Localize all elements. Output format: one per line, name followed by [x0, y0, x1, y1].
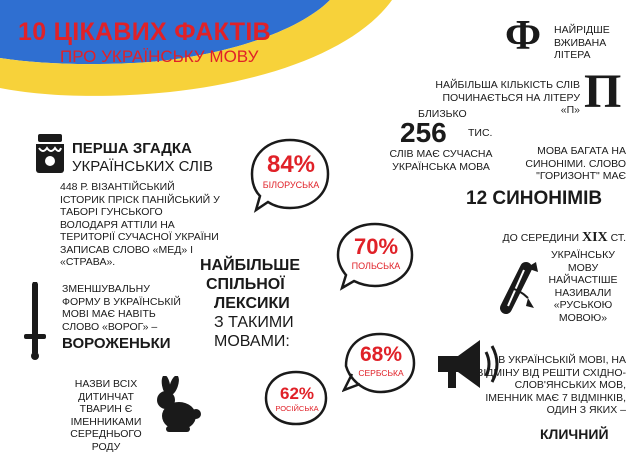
lexicon-line5: МОВАМИ:	[214, 333, 290, 350]
words-unit: ТИС.	[468, 127, 493, 139]
lexicon-line3: ЛЕКСИКИ	[214, 295, 290, 312]
bubble-belarusian-value: 84%	[266, 151, 316, 178]
bubble-serbian-label: СЕРБСЬКА	[358, 368, 404, 378]
page-title: 10 ЦІКАВИХ ФАКТІВ	[18, 18, 271, 46]
animals-text: НАЗВИ ВСІХ ДИТИНЧАТ ТВАРИН Є ІМЕННИКАМИ …	[70, 378, 142, 453]
bubble-serbian-value: 68%	[359, 343, 403, 366]
cases-highlight: КЛИЧНИЙ	[540, 426, 609, 442]
bubble-serbian: 68% СЕРБСЬКА	[342, 332, 416, 394]
cases-text: В УКРАЇНСЬКІЙ МОВІ, НА ВІДМІНУ ВІД РЕШТИ…	[476, 354, 626, 416]
flag-wave-icon	[0, 0, 392, 96]
lexicon-block: НАЙБІЛЬШЕ СПІЛЬНОЇ ЛЕКСИКИ З ТАКИМИ МОВА…	[200, 256, 320, 351]
synonyms-highlight: 12 СИНОНІМІВ	[466, 188, 603, 209]
bubble-russian-label: РОСІЙСЬКА	[275, 404, 319, 413]
bubble-russian: 62% РОСІЙСЬКА	[264, 370, 328, 426]
synonyms-text: МОВА БАГАТА НА СИНОНІМИ. СЛОВО "ГОРИЗОНТ…	[525, 145, 626, 182]
diminutive-text: ЗМЕНШУВАЛЬНУ ФОРМУ В УКРАЇНСЬКІЙ МОВІ МА…	[62, 283, 181, 333]
first-mention-title2: УКРАЇНСЬКИХ СЛІВ	[72, 158, 213, 175]
sword-icon	[24, 282, 46, 360]
bubble-belarusian-label: БІЛОРУСЬКА	[262, 180, 320, 190]
name-line1: ДО СЕРЕДИНИ XIX СТ.	[486, 230, 627, 245]
words-number: 256	[400, 117, 447, 148]
bubble-belarusian: 84% БІЛОРУСЬКА	[250, 138, 330, 213]
first-mention-title1: ПЕРША ЗГАДКА	[72, 140, 192, 157]
name-text: УКРАЇНСЬКУ МОВУ НАЙЧАСТІШЕ НАЗИВАЛИ «РУС…	[548, 249, 618, 324]
letter-f-glyph: Ф	[505, 13, 542, 59]
honey-jar-icon	[36, 134, 64, 173]
letter-p-glyph: П	[584, 65, 622, 118]
words-text: СЛІВ МАЄ СУЧАСНА УКРАЇНСЬКА МОВА	[389, 148, 493, 173]
bubble-polish-value: 70%	[353, 234, 399, 259]
name-line1-prefix: ДО СЕРЕДИНИ	[502, 232, 580, 244]
name-line1-suffix: СТ.	[610, 232, 626, 244]
rabbit-icon	[157, 376, 201, 432]
bubble-russian-value: 62%	[279, 384, 315, 403]
bubble-polish: 70% ПОЛЬСЬКА	[336, 222, 414, 291]
megaphone-icon	[438, 340, 499, 388]
bubble-polish-label: ПОЛЬСЬКА	[351, 261, 401, 271]
diminutive-highlight: ВОРОЖЕНЬКИ	[62, 335, 171, 352]
fact-letter-p: НАЙБІЛЬША КІЛЬКІСТЬ СЛІВ ПОЧИНАЄТЬСЯ НА …	[435, 79, 580, 116]
fact-rare-letter: НАЙРІДШЕ ВЖИВАНА ЛІТЕРА	[554, 24, 610, 61]
lexicon-line2: СПІЛЬНОЇ	[206, 276, 285, 293]
page-subtitle: ПРО УКРАЇНСЬКУ МОВУ	[60, 47, 259, 66]
first-mention-text: 448 Р. ВІЗАНТІЙСЬКИЙ ІСТОРИК ПРІСК ПАНІЙ…	[60, 181, 220, 268]
lexicon-line1: НАЙБІЛЬШЕ	[200, 257, 301, 274]
words-prefix: БЛИЗЬКО	[418, 108, 467, 120]
name-century: XIX	[582, 230, 608, 245]
scroll-icon	[500, 262, 538, 314]
lexicon-line4: З ТАКИМИ	[214, 314, 294, 331]
